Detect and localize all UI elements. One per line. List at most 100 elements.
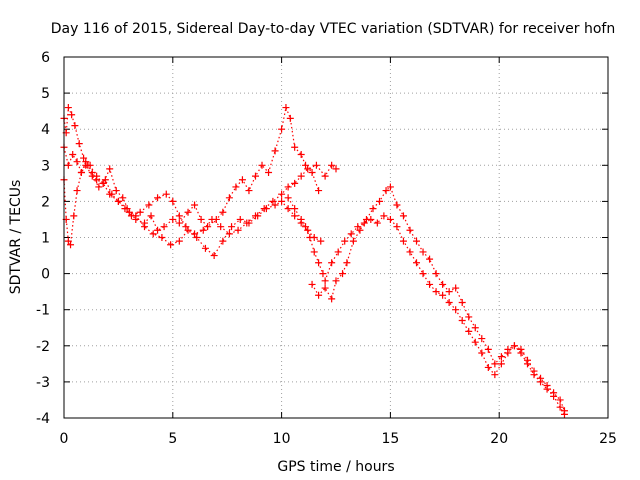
data-point bbox=[399, 212, 407, 220]
data-point bbox=[537, 374, 545, 382]
data-point bbox=[182, 223, 190, 231]
series-track-4 bbox=[308, 183, 568, 418]
data-point bbox=[80, 154, 88, 162]
data-point bbox=[341, 237, 349, 245]
data-point bbox=[141, 223, 149, 231]
data-point bbox=[210, 252, 218, 260]
data-point bbox=[204, 223, 212, 231]
data-point bbox=[419, 248, 427, 256]
y-tick-label: 4 bbox=[41, 122, 50, 138]
data-point bbox=[328, 295, 336, 303]
data-point bbox=[356, 226, 364, 234]
data-point bbox=[169, 215, 177, 223]
data-point bbox=[349, 237, 357, 245]
x-axis-label: GPS time / hours bbox=[277, 459, 394, 475]
data-point bbox=[432, 270, 440, 278]
data-point bbox=[302, 161, 310, 169]
data-point bbox=[478, 349, 486, 357]
grid-lines bbox=[64, 57, 608, 418]
data-point bbox=[369, 205, 377, 213]
data-point bbox=[380, 212, 388, 220]
data-point bbox=[458, 317, 466, 325]
data-point bbox=[491, 371, 499, 379]
data-point bbox=[321, 284, 329, 292]
data-point bbox=[543, 382, 551, 390]
data-point bbox=[426, 255, 434, 263]
data-point bbox=[556, 396, 564, 404]
data-point bbox=[67, 241, 75, 249]
data-point bbox=[284, 183, 292, 191]
data-point bbox=[245, 219, 253, 227]
data-point bbox=[478, 335, 486, 343]
data-point bbox=[445, 298, 453, 306]
series-trace bbox=[63, 160, 322, 257]
data-point bbox=[386, 183, 394, 191]
data-point bbox=[284, 205, 292, 213]
data-point bbox=[304, 165, 312, 173]
data-point bbox=[112, 187, 120, 195]
data-point bbox=[160, 223, 168, 231]
data-point bbox=[317, 237, 325, 245]
data-point bbox=[354, 223, 362, 231]
data-point bbox=[282, 104, 290, 112]
data-point bbox=[550, 389, 558, 397]
data-point bbox=[319, 270, 327, 278]
data-point bbox=[399, 237, 407, 245]
y-tick-label: 5 bbox=[41, 86, 50, 102]
data-point bbox=[458, 298, 466, 306]
data-point bbox=[471, 338, 479, 346]
data-point bbox=[169, 197, 177, 205]
data-point bbox=[484, 345, 492, 353]
data-point bbox=[445, 288, 453, 296]
data-point bbox=[291, 179, 299, 187]
data-point bbox=[68, 111, 76, 119]
data-point bbox=[123, 205, 131, 213]
data-point bbox=[225, 194, 233, 202]
data-point bbox=[197, 215, 205, 223]
data-point bbox=[219, 208, 227, 216]
data-point bbox=[175, 219, 183, 227]
data-point bbox=[70, 212, 78, 220]
data-point bbox=[406, 248, 414, 256]
y-tick-label: 0 bbox=[41, 267, 50, 283]
data-point bbox=[93, 172, 101, 180]
data-point bbox=[297, 150, 305, 158]
data-point bbox=[315, 259, 323, 267]
data-point bbox=[228, 223, 236, 231]
data-point bbox=[99, 179, 107, 187]
data-point bbox=[291, 212, 299, 220]
y-tick-label: 1 bbox=[41, 231, 50, 247]
data-point bbox=[77, 169, 85, 177]
data-point bbox=[184, 208, 192, 216]
data-point bbox=[332, 165, 340, 173]
data-point bbox=[245, 187, 253, 195]
data-point bbox=[219, 237, 227, 245]
data-point bbox=[265, 169, 273, 177]
data-point bbox=[158, 234, 166, 241]
data-point bbox=[278, 190, 286, 198]
data-point bbox=[147, 212, 155, 220]
data-series bbox=[60, 104, 568, 418]
data-point bbox=[86, 161, 94, 169]
data-point bbox=[297, 215, 305, 223]
data-point bbox=[315, 291, 323, 299]
data-point bbox=[193, 234, 201, 241]
data-point bbox=[269, 197, 277, 205]
data-point bbox=[484, 363, 492, 371]
data-point bbox=[302, 223, 310, 231]
data-point bbox=[236, 215, 244, 223]
x-tick-label: 25 bbox=[599, 431, 617, 447]
data-point bbox=[208, 215, 216, 223]
data-point bbox=[510, 342, 518, 350]
y-tick-label: -4 bbox=[36, 411, 50, 427]
data-point bbox=[184, 226, 192, 234]
data-point bbox=[328, 259, 336, 267]
data-point bbox=[286, 114, 294, 122]
data-point bbox=[406, 226, 414, 234]
data-point bbox=[297, 172, 305, 180]
data-point bbox=[382, 187, 390, 195]
data-point bbox=[278, 125, 286, 133]
data-point bbox=[452, 306, 460, 314]
data-point bbox=[254, 212, 262, 220]
x-tick-label: 5 bbox=[168, 431, 177, 447]
